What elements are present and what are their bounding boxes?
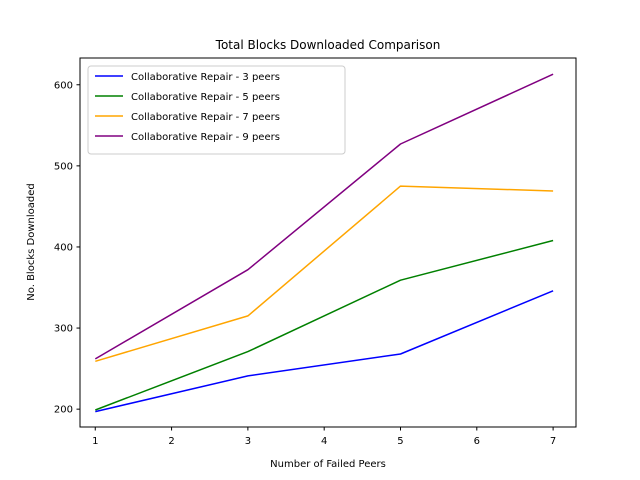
x-tick-label: 6 (474, 436, 480, 447)
y-tick-label: 400 (54, 242, 73, 253)
x-tick-label: 1 (92, 436, 98, 447)
legend: Collaborative Repair - 3 peers Collaborat… (87, 65, 346, 155)
legend-box (87, 65, 346, 155)
legend-label-1: Collaborative Repair - 3 peers (131, 72, 280, 83)
x-tick-label: 7 (550, 436, 556, 447)
x-tick-label: 5 (397, 436, 403, 447)
x-axis-ticks: 1 2 3 4 5 6 7 (92, 427, 556, 447)
plot-lines (94, 73, 554, 413)
series-line-3 (95, 185, 554, 363)
chart-title: Total Blocks Downloaded Comparison (215, 38, 441, 52)
x-tick-label: 3 (245, 436, 251, 447)
series-line-1 (95, 290, 554, 413)
series-line-2 (95, 239, 554, 411)
y-axis-label: No. Blocks Downloaded (26, 183, 37, 300)
legend-label-4: Collaborative Repair - 9 peers (131, 132, 280, 143)
plot-frame (79, 57, 577, 428)
series-line-4 (94, 73, 554, 360)
legend-label-2: Collaborative Repair - 5 peers (131, 92, 280, 103)
x-tick-label: 2 (168, 436, 174, 447)
y-tick-label: 500 (54, 161, 73, 172)
x-tick-label: 4 (321, 436, 327, 447)
legend-label-3: Collaborative Repair - 7 peers (131, 112, 280, 123)
y-axis-ticks: 200 300 400 500 600 (54, 80, 80, 416)
y-tick-label: 600 (54, 80, 73, 91)
y-tick-label: 200 (54, 405, 73, 416)
y-tick-label: 300 (54, 324, 73, 335)
x-axis-label: Number of Failed Peers (270, 459, 386, 470)
